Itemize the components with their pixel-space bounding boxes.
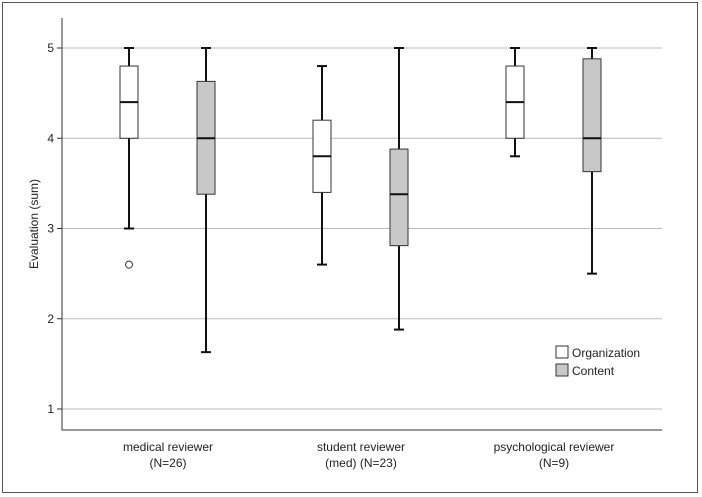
y-tick-label: 1 <box>47 402 54 416</box>
y-axis-ticks: 1 2 3 4 5 <box>47 41 62 416</box>
legend-swatch-content <box>555 363 569 377</box>
y-tick-label: 4 <box>47 131 54 145</box>
outlier-point <box>125 260 133 269</box>
y-axis-label: Evaluation (sum) <box>27 179 41 269</box>
chart-frame <box>2 2 698 493</box>
box-content-1 <box>389 47 409 331</box>
y-tick-label: 2 <box>47 312 54 326</box>
y-tick-label: 5 <box>47 41 54 55</box>
box-iqr <box>389 148 409 247</box>
box-iqr <box>582 58 602 173</box>
box-organization-0 <box>119 47 139 269</box>
x-tick-label-line2: (med) (N=23) <box>325 456 397 470</box>
legend-swatch-organization <box>555 345 569 359</box>
gridlines <box>62 47 662 410</box>
y-tick-label: 3 <box>47 222 54 236</box>
legend: Organization Content <box>555 345 640 378</box>
box-organization-1 <box>312 65 332 266</box>
box-content-2 <box>582 47 602 275</box>
x-tick-label-line1: medical reviewer <box>123 440 213 454</box>
x-tick-label-line1: student reviewer <box>317 440 405 454</box>
legend-label: Organization <box>572 346 640 360</box>
box-content-0 <box>196 47 216 354</box>
x-tick-label-line2: (N=9) <box>539 456 569 470</box>
box-organization-2 <box>505 47 525 158</box>
x-axis-labels: medical reviewer (N=26) student reviewer (m… <box>123 440 614 470</box>
legend-label: Content <box>572 364 615 378</box>
x-tick-label-line1: psychological reviewer <box>494 440 615 454</box>
x-tick-label-line2: (N=26) <box>149 456 186 470</box>
boxes <box>119 47 602 354</box>
